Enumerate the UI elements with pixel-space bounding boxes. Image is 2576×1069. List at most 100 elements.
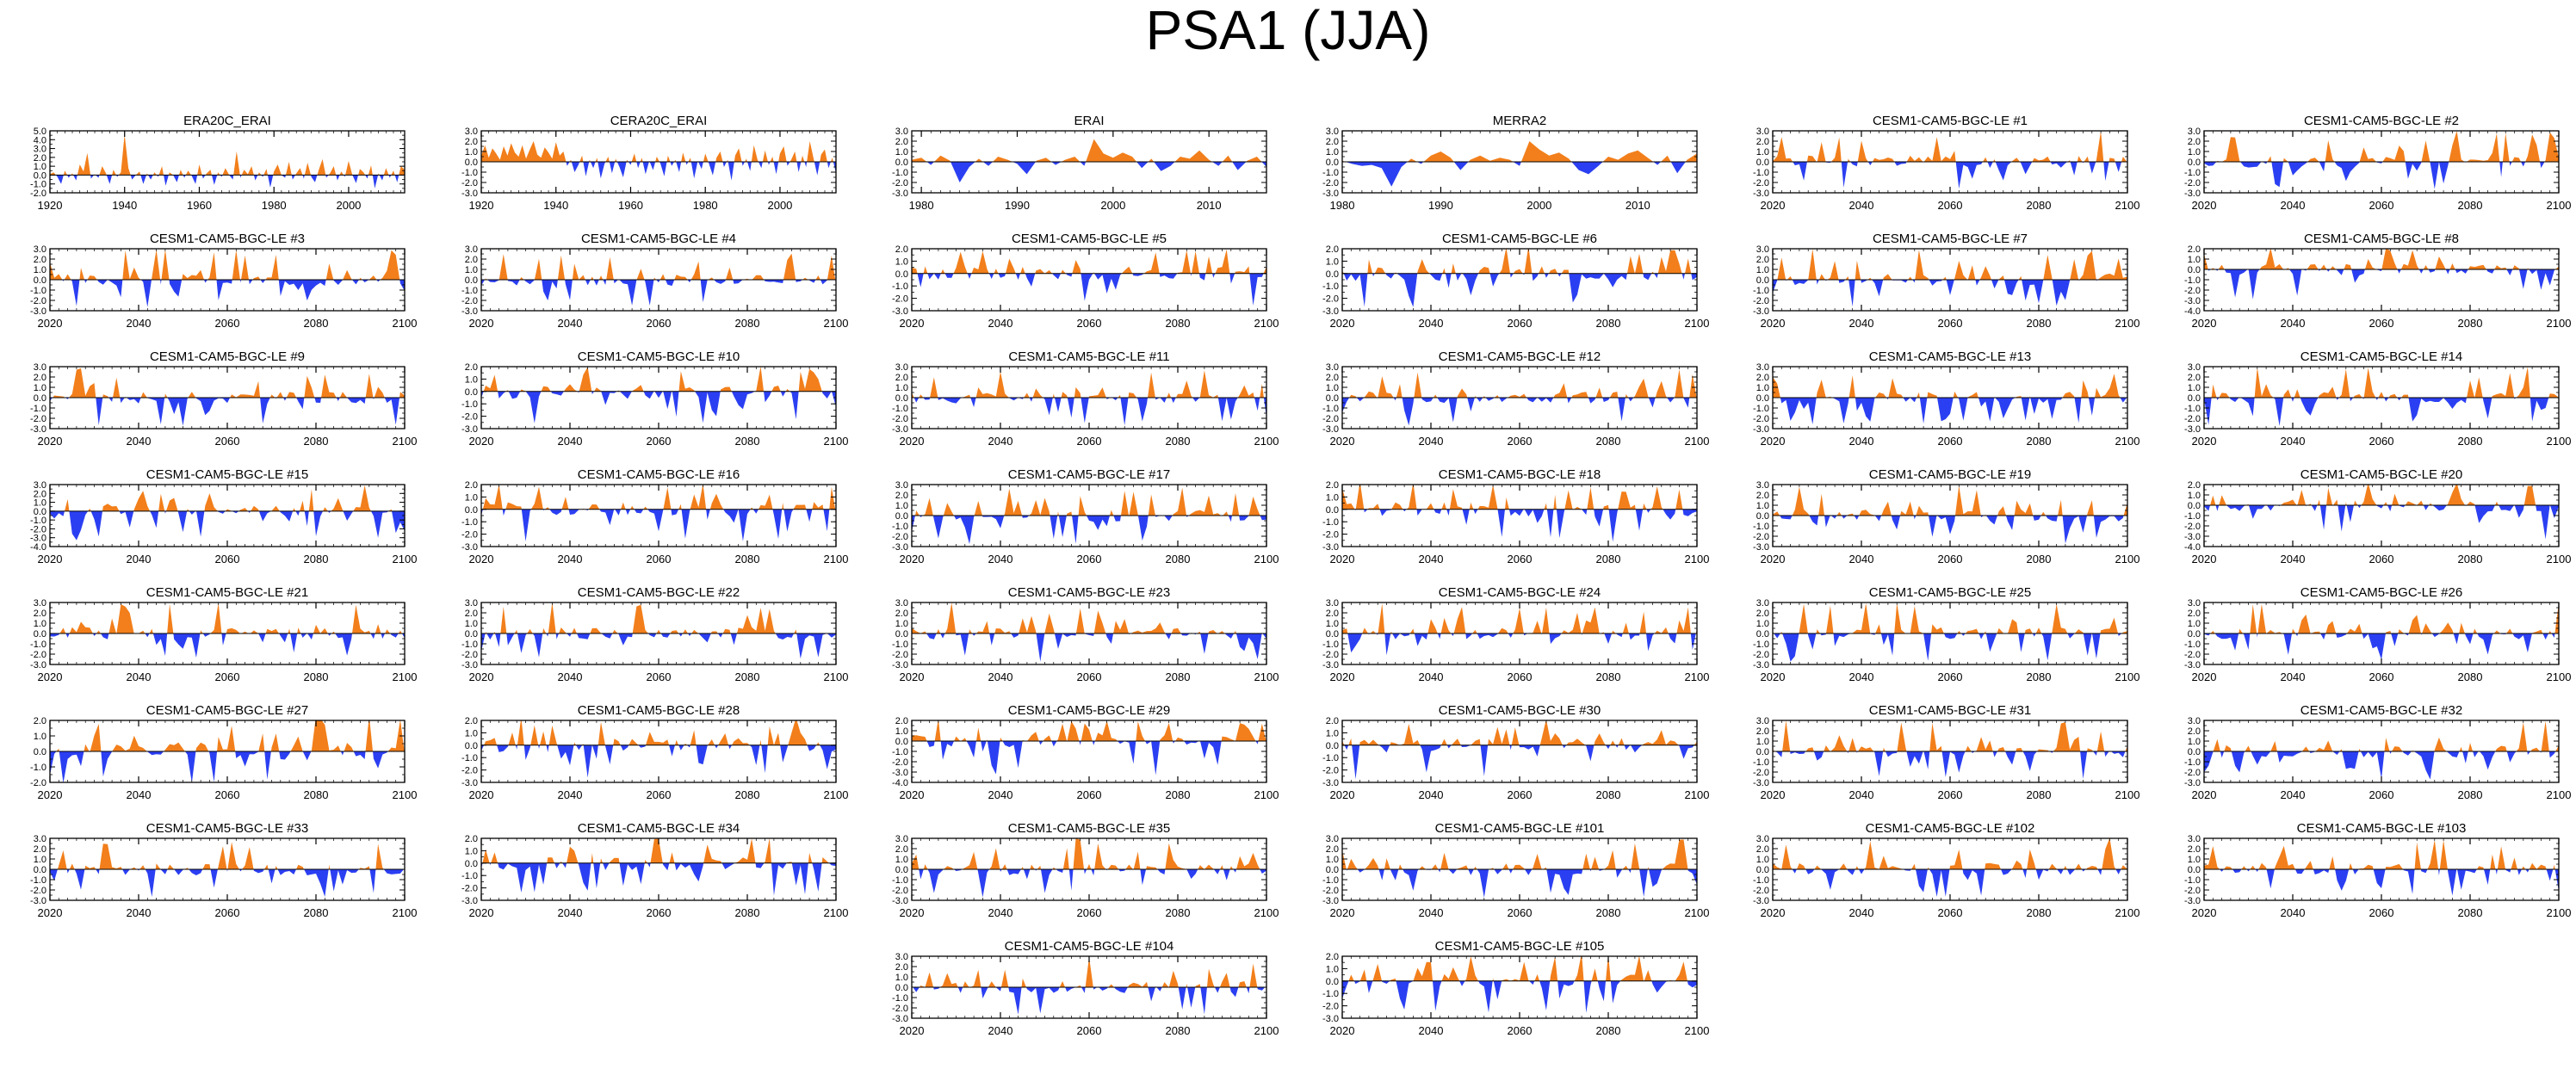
y-tick-label: -1.0 [1753,404,1769,414]
y-tick-label: 3.0 [1756,480,1769,491]
y-tick-label: -3.0 [461,188,478,199]
y-tick-label: -2.0 [30,778,46,788]
y-tick-label: 0.0 [34,747,46,757]
y-tick-label: 0.0 [895,393,908,404]
y-tick-label: 0.0 [895,158,908,168]
y-tick-label: -2.0 [892,178,908,188]
y-tick-label: 1.0 [1326,383,1339,393]
x-tick-label: 2100 [1254,788,1279,801]
y-tick-label: 2.0 [34,489,46,499]
negative-area [912,987,1266,1015]
panel-title: CESM1-CAM5-BGC-LE #35 [1008,821,1170,836]
y-tick-label: 2.0 [465,255,478,265]
x-tick-label: 2060 [2369,553,2394,565]
y-tick-label: -1.0 [30,516,46,526]
y-tick-label: 1.0 [34,498,46,509]
panel-title: MERRA2 [1493,114,1547,128]
panel-5: CESM1-CAM5-BGC-LE #1 3.02.01.00.0-1.0-2.0… [1753,114,2139,212]
x-tick-label: 2020 [38,670,63,683]
x-tick-label: 2020 [1330,435,1355,448]
y-tick-label: 1.0 [895,383,908,393]
negative-area [2204,162,2559,189]
y-tick-label: 2.0 [1756,844,1769,855]
positive-area [912,602,1266,633]
x-tick-label: 2080 [1166,553,1191,565]
y-tick-label: 2.0 [1756,726,1769,737]
x-tick-label: 2100 [393,670,418,683]
panel-7: CESM1-CAM5-BGC-LE #3 3.02.01.00.0-1.0-2.0… [30,232,417,330]
y-tick-label: -2.0 [30,650,46,660]
y-tick-label: -1.0 [1322,989,1339,999]
panel-30: CESM1-CAM5-BGC-LE #26 3.02.01.00.0-1.0-2.… [2184,585,2571,683]
y-tick-label: -1.0 [461,286,478,296]
y-tick-label: 0.0 [895,269,908,280]
x-tick-label: 2020 [2192,670,2217,683]
negative-area [55,175,399,188]
x-tick-label: 2100 [1254,435,1279,448]
y-tick-label: -2.0 [892,294,908,305]
y-tick-label: 1.0 [1326,855,1339,865]
x-tick-label: 2100 [393,317,418,330]
y-tick-label: 5.0 [34,127,46,137]
panel-title: CESM1-CAM5-BGC-LE #23 [1008,585,1170,600]
y-tick-label: 0.0 [895,511,908,522]
x-tick-label: 2040 [1849,199,1874,212]
x-tick-label: 2100 [2547,199,2572,212]
panel-title: CESM1-CAM5-BGC-LE #18 [1439,467,1601,482]
x-tick-label: 2080 [1166,788,1191,801]
y-tick-label: -3.0 [1753,660,1769,670]
y-tick-label: -2.0 [30,414,46,424]
x-tick-label: 1960 [187,199,212,212]
panel-6: CESM1-CAM5-BGC-LE #2 3.02.01.00.0-1.0-2.0… [2184,114,2571,212]
x-tick-label: 2040 [988,435,1013,448]
panel-title: CESM1-CAM5-BGC-LE #4 [581,232,736,246]
y-tick-label: 0.0 [465,741,478,751]
y-tick-label: 0.0 [2188,629,2201,640]
panel-title: CESM1-CAM5-BGC-LE #11 [1008,349,1169,364]
positive-area [50,368,405,398]
x-tick-label: 2040 [988,788,1013,801]
y-tick-label: -1.0 [2184,275,2201,286]
x-tick-label: 2020 [469,317,494,330]
y-tick-label: 3.0 [1756,598,1769,609]
y-tick-label: 2.0 [34,373,46,383]
negative-area [912,633,1266,662]
y-tick-label: 2.0 [1756,373,1769,383]
y-tick-label: 0.0 [1756,629,1769,640]
x-tick-label: 2060 [2369,906,2394,919]
y-tick-label: -3.0 [461,896,478,906]
x-tick-label: 2060 [215,906,240,919]
x-tick-label: 2020 [2192,553,2217,565]
y-tick-label: 2.0 [465,137,478,147]
positive-area [1773,131,2127,162]
y-tick-label: 1.0 [895,726,908,737]
x-tick-label: 2060 [1938,670,1963,683]
y-tick-label: -2.0 [892,757,908,768]
x-tick-label: 1990 [1005,199,1030,212]
positive-area [2204,131,2559,162]
x-tick-label: 2100 [2115,788,2140,801]
y-tick-label: 3.0 [1756,127,1769,137]
y-tick-label: -3.0 [30,660,46,670]
y-tick-label: -1.0 [892,404,908,414]
y-tick-label: -1.0 [1753,522,1769,532]
positive-area [481,141,836,162]
x-tick-label: 2020 [2192,317,2217,330]
y-tick-label: 4.0 [34,135,46,145]
y-tick-label: -1.0 [30,286,46,296]
y-tick-label: -3.0 [892,424,908,435]
x-tick-label: 2100 [2115,435,2140,448]
panel-9: CESM1-CAM5-BGC-LE #5 2.01.0 0.0-1.0 -2.0-3.… [892,232,1279,330]
y-tick-label: -3.0 [1753,424,1769,435]
negative-area [1342,869,1697,898]
y-tick-label: 1.0 [1756,383,1769,393]
x-tick-label: 2040 [127,906,152,919]
x-tick-label: 2000 [336,199,361,212]
y-tick-label: -1.0 [2184,757,2201,768]
y-tick-label: -1.0 [2184,511,2201,522]
y-tick-label: 1.0 [1326,492,1339,503]
y-tick-label: -1.0 [461,640,478,650]
y-tick-label: 0.0 [34,865,46,875]
panel-1: ERA20C_ERAI 5.04.03.02.01.00.0-1.0-2.0192… [30,114,406,212]
y-tick-label: 2.0 [2188,844,2201,855]
